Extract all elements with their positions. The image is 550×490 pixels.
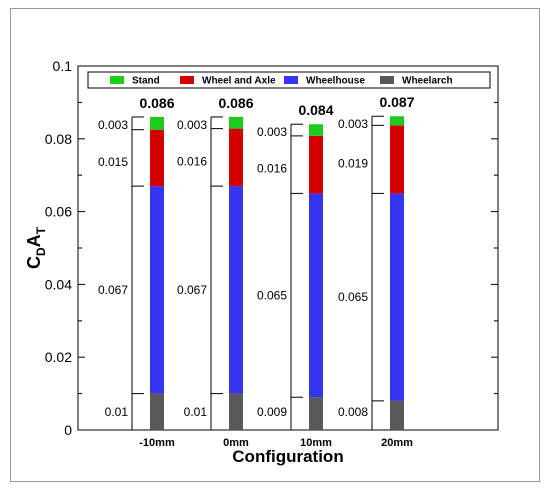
y-axis-label-main-1: C [24,256,44,269]
bar-segment-wheel-and-axle [309,135,323,194]
segment-value-label: 0.016 [177,154,207,168]
segment-value-label: 0.008 [338,405,368,419]
legend-swatch-wheel-and-axle [180,76,194,84]
bar-segment-wheelhouse [229,186,243,394]
legend-label-wheelhouse: Wheelhouse [306,76,365,87]
y-tick-label: 0.04 [45,276,72,292]
y-axis-label-sub-1: D [34,247,48,256]
segment-value-label: 0.019 [338,156,368,170]
bar-segment-stand [390,116,404,126]
legend-swatch-wheelarch [380,76,394,84]
x-tick-label: 0mm [223,437,249,449]
total-label: 0.084 [298,102,333,118]
bar-segment-wheel-and-axle [390,125,404,194]
segment-value-label: 0.015 [98,155,128,169]
bar-segment-wheelhouse [309,193,323,398]
bar-segment-wheelarch [309,397,323,430]
segment-value-label: 0.01 [184,405,208,419]
x-tick-label: 10mm [300,437,332,449]
y-tick-label: 0.1 [53,58,73,74]
legend-swatch-stand [110,76,124,84]
bar-segment-wheel-and-axle [150,129,164,187]
bar-segment-wheelhouse [150,186,164,394]
y-axis-label-main-2: A [24,234,44,247]
bars [150,116,404,430]
x-tick-label: -10mm [139,437,175,449]
segment-value-label: 0.003 [177,118,207,132]
y-tick-label: 0.02 [45,349,72,365]
segment-value-label: 0.01 [105,405,129,419]
segment-value-label: 0.067 [98,283,128,297]
segment-value-label: 0.065 [257,288,287,302]
segment-value-label: 0.065 [338,290,368,304]
legend-swatch-wheelhouse [284,76,298,84]
bar-segment-stand [309,124,323,136]
bar-segment-stand [150,116,164,130]
y-axis-label-sub-2: T [34,226,48,234]
bar-segment-wheel-and-axle [229,128,243,187]
x-tick-label: 20mm [381,437,413,449]
legend: Stand Wheel and Axle Wheelhouse Wheelarch [87,71,491,89]
bar-segment-wheelarch [150,393,164,430]
y-tick-label: 0.08 [45,131,72,147]
total-label: 0.086 [218,95,253,111]
bar-segment-wheelarch [390,400,404,430]
segment-value-label: 0.003 [338,117,368,131]
y-tick-label: 0.06 [45,204,72,220]
annotations: 0.086 0.086 0.084 0.087 0.01 0.067 0.015 0.003 0… [98,94,415,431]
segment-value-label: 0.067 [177,283,207,297]
y-axis: 0 0.02 0.04 0.06 0.08 0.1 [45,58,498,438]
plot-area [77,65,499,431]
figure-frame [10,8,540,482]
x-axis: -10mm 0mm 10mm 20mm [139,437,413,449]
bar-segment-wheelarch [229,393,243,430]
total-label: 0.086 [139,95,174,111]
x-axis-label: Configuration [232,447,343,466]
total-label: 0.087 [379,94,414,110]
legend-label-wheelarch: Wheelarch [402,76,453,87]
segment-value-label: 0.016 [257,162,287,176]
legend-label-stand: Stand [132,76,160,87]
segment-value-label: 0.009 [257,405,287,419]
y-axis-label: CDAT [24,226,48,269]
bar-segment-stand [229,116,243,129]
legend-label-wheel-and-axle: Wheel and Axle [202,76,276,87]
bar-segment-wheelhouse [390,193,404,401]
y-tick-label: 0 [64,422,72,438]
segment-value-label: 0.003 [257,125,287,139]
segment-value-label: 0.003 [98,118,128,132]
